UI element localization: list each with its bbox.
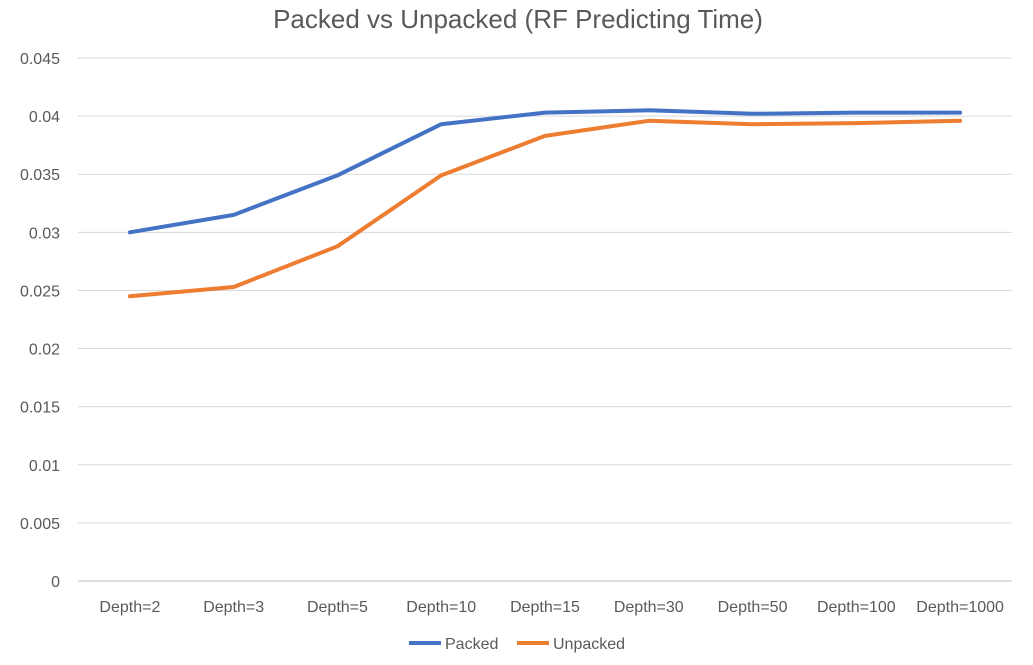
y-tick-label: 0.035: [20, 167, 60, 184]
x-tick-label: Depth=2: [99, 599, 160, 616]
x-tick-label: Depth=10: [406, 599, 476, 616]
y-tick-label: 0.045: [20, 51, 60, 68]
legend-label: Unpacked: [553, 636, 625, 653]
series-line-packed: [127, 108, 963, 235]
legend: Packed Unpacked: [409, 636, 625, 653]
x-tick-label: Depth=3: [203, 599, 264, 616]
chart-title: Packed vs Unpacked (RF Predicting Time): [273, 4, 763, 34]
y-tick-label: 0.03: [29, 225, 60, 242]
series-lines: [127, 108, 963, 299]
x-tick-label: Depth=15: [510, 599, 580, 616]
legend-label: Packed: [445, 636, 498, 653]
y-tick-label: 0: [51, 574, 60, 591]
x-tick-label: Depth=100: [817, 599, 896, 616]
legend-item-packed: Packed: [409, 636, 498, 653]
x-tick-label: Depth=30: [614, 599, 684, 616]
x-axis-ticks: Depth=2 Depth=3 Depth=5 Depth=10 Depth=15 Dep…: [99, 599, 1004, 616]
y-tick-label: 0.01: [29, 458, 60, 475]
y-tick-label: 0.015: [20, 400, 60, 417]
x-tick-label: Depth=1000: [916, 599, 1004, 616]
legend-item-unpacked: Unpacked: [517, 636, 625, 653]
grid-lines: [78, 57, 1012, 582]
x-tick-label: Depth=5: [307, 599, 368, 616]
x-tick-label: Depth=50: [718, 599, 788, 616]
y-tick-label: 0.04: [29, 109, 60, 126]
y-axis-ticks: 0 0.005 0.01 0.015 0.02 0.025 0.03 0.035 0.04 0.0…: [20, 51, 60, 591]
y-tick-label: 0.005: [20, 516, 60, 533]
series-line-unpacked: [127, 118, 963, 299]
y-tick-label: 0.025: [20, 283, 60, 300]
y-tick-label: 0.02: [29, 342, 60, 359]
